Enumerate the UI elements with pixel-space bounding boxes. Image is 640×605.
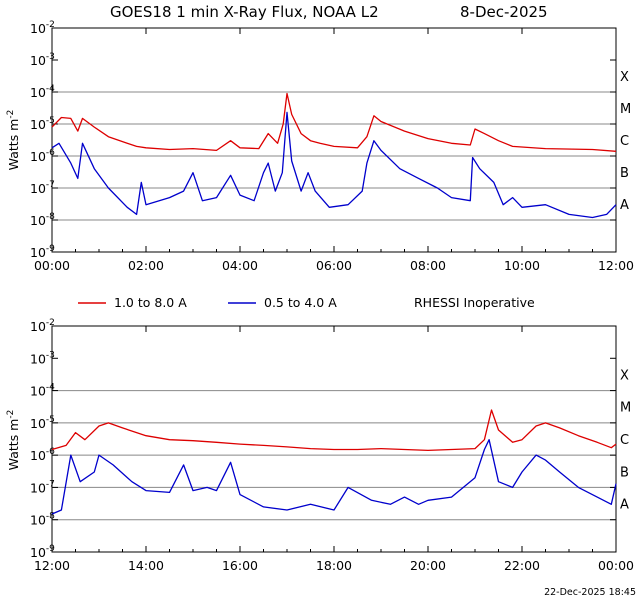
bottom-x-tick-label: 00:00 <box>598 558 634 573</box>
bottom-x-tick-label: 12:00 <box>34 558 70 573</box>
bottom-y-tick-label: 10-2 <box>30 318 55 334</box>
bottom-x-tick-label: 20:00 <box>410 558 446 573</box>
bottom-y-tick-label: 10-3 <box>30 350 55 366</box>
top-y-tick-label: 10-6 <box>30 148 55 164</box>
top-x-tick-label: 12:00 <box>598 258 634 273</box>
top-flare-class-A: A <box>620 198 629 213</box>
top-x-tick-label: 00:00 <box>34 258 70 273</box>
bottom-series-long <box>51 409 617 452</box>
timestamp: 22-Dec-2025 18:45 <box>544 587 636 598</box>
panel-bottom-y-axis-label: Watts m-2 <box>6 410 21 471</box>
panel-bottom-series <box>51 409 617 515</box>
panel-top-flare-classes: A B C M X <box>620 70 631 213</box>
top-x-tick-label: 10:00 <box>504 258 540 273</box>
bottom-x-tick-label: 22:00 <box>504 558 540 573</box>
bottom-y-tick-label: 10-5 <box>30 415 55 431</box>
panel-top-frame <box>51 27 617 253</box>
top-series-short <box>51 111 617 219</box>
top-flare-class-M: M <box>620 102 631 117</box>
top-y-tick-label: 10-2 <box>30 20 55 36</box>
panel-bottom-grid <box>52 390 616 521</box>
bottom-series-short <box>51 439 617 515</box>
top-flare-class-X: X <box>620 70 629 85</box>
panel-bottom: 10-9 10-8 10-7 10-6 10-5 10-4 10-3 10-2 12:00 14… <box>6 318 634 573</box>
bottom-flare-class-M: M <box>620 401 631 416</box>
top-y-tick-label: 10-5 <box>30 116 55 132</box>
panel-top-x-ticks: 00:00 02:00 04:00 06:00 08:00 10:00 12:00 <box>34 28 634 273</box>
top-series-long <box>51 92 617 152</box>
bottom-y-tick-label: 10-7 <box>30 479 55 495</box>
panel-bottom-y-ticks: 10-9 10-8 10-7 10-6 10-5 10-4 10-3 10-2 <box>30 318 616 560</box>
chart-date: 8-Dec-2025 <box>460 3 548 21</box>
panel-top-y-axis-label: Watts m-2 <box>6 110 21 171</box>
panel-top: 10-9 10-8 10-7 10-6 10-5 10-4 10-3 10-2 00:00 02… <box>6 20 634 273</box>
top-x-tick-label: 04:00 <box>222 258 258 273</box>
chart-title: GOES18 1 min X-Ray Flux, NOAA L2 <box>110 3 379 21</box>
panel-bottom-flare-classes: A B C M X <box>620 368 631 512</box>
panel-top-series <box>51 92 617 219</box>
top-flare-class-C: C <box>620 134 629 149</box>
top-flare-class-B: B <box>620 166 629 181</box>
top-x-tick-label: 02:00 <box>128 258 164 273</box>
panel-bottom-frame <box>51 325 617 553</box>
panel-top-grid <box>52 91 616 221</box>
legend-label-short: 0.5 to 4.0 A <box>264 295 337 310</box>
top-x-tick-label: 06:00 <box>316 258 352 273</box>
bottom-x-tick-label: 18:00 <box>316 558 352 573</box>
bottom-flare-class-A: A <box>620 498 629 513</box>
bottom-x-tick-label: 14:00 <box>128 558 164 573</box>
panel-bottom-x-ticks: 12:00 14:00 16:00 18:00 20:00 22:00 00:00 <box>34 326 634 573</box>
top-y-tick-label: 10-9 <box>30 244 55 260</box>
bottom-flare-class-X: X <box>620 368 629 383</box>
bottom-y-tick-label: 10-4 <box>30 383 55 399</box>
legend-note: RHESSI Inoperative <box>414 295 535 310</box>
bottom-flare-class-B: B <box>620 465 629 480</box>
top-y-tick-label: 10-8 <box>30 212 55 228</box>
bottom-y-tick-label: 10-6 <box>30 447 55 463</box>
top-y-tick-label: 10-4 <box>30 84 55 100</box>
panel-top-y-ticks: 10-9 10-8 10-7 10-6 10-5 10-4 10-3 10-2 <box>30 20 616 260</box>
bottom-y-tick-label: 10-8 <box>30 512 55 528</box>
legend-label-long: 1.0 to 8.0 A <box>114 295 187 310</box>
bottom-x-tick-label: 16:00 <box>222 558 258 573</box>
top-x-tick-label: 08:00 <box>410 258 446 273</box>
bottom-flare-class-C: C <box>620 433 629 448</box>
top-y-tick-label: 10-7 <box>30 180 55 196</box>
top-y-tick-label: 10-3 <box>30 52 55 68</box>
bottom-y-tick-label: 10-9 <box>30 544 55 560</box>
legend: 1.0 to 8.0 A 0.5 to 4.0 A RHESSI Inopera… <box>78 295 535 310</box>
